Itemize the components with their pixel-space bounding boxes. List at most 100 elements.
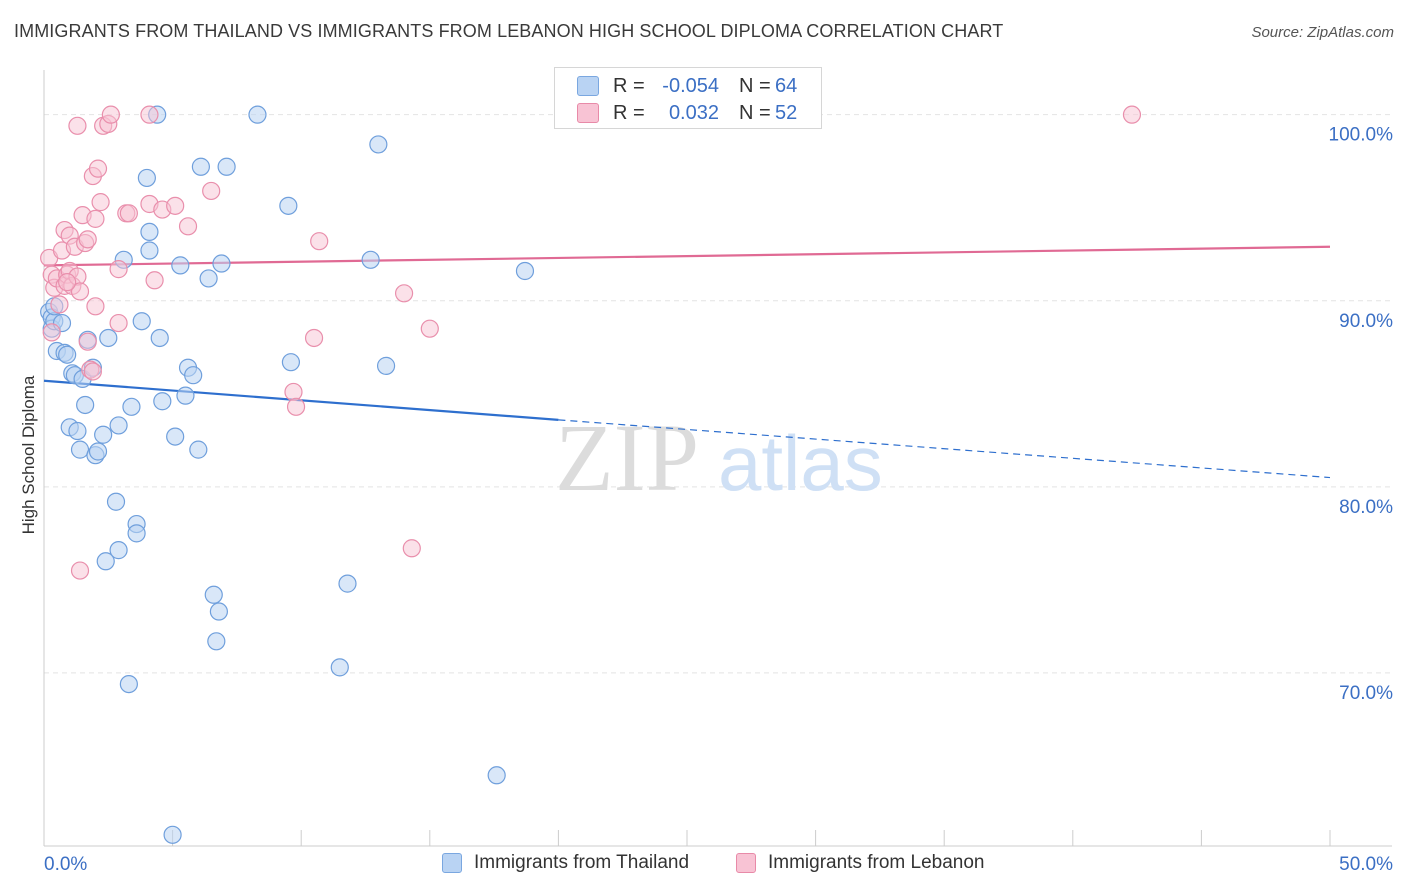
point-thailand [137, 168, 156, 188]
point-thailand [189, 440, 208, 459]
point-lebanon [42, 323, 61, 342]
point-thailand [94, 425, 113, 444]
point-lebanon [101, 105, 120, 124]
point-thailand [207, 632, 226, 651]
x-tick-label: 50.0% [1339, 854, 1393, 875]
point-thailand [99, 328, 118, 348]
point-thailand [376, 356, 396, 375]
point-lebanon [166, 196, 185, 215]
legend-item-lebanon[interactable]: Immigrants from Lebanon [736, 852, 985, 874]
point-lebanon [58, 273, 77, 292]
point-thailand [487, 766, 506, 785]
point-thailand [171, 256, 190, 275]
point-lebanon [394, 284, 414, 303]
point-thailand [166, 427, 185, 446]
point-thailand [119, 675, 138, 694]
y-tick-label: 90.0% [1339, 311, 1393, 332]
n-label: N = [739, 74, 771, 97]
point-lebanon [310, 232, 329, 251]
n-value: 64 [775, 74, 798, 97]
chart-title: IMMIGRANTS FROM THAILAND VS IMMIGRANTS F… [14, 21, 1004, 41]
point-thailand [140, 222, 159, 241]
point-thailand [163, 825, 182, 844]
point-lebanon [83, 362, 102, 381]
y-tick-label: 80.0% [1339, 497, 1393, 518]
point-thailand [96, 552, 115, 571]
point-lebanon [86, 209, 105, 228]
n-value: 52 [775, 101, 798, 124]
stats-legend: R = -0.054 N = 64 R = 0.032 N = 52 [554, 67, 822, 129]
point-thailand [212, 254, 231, 273]
point-lebanon [178, 217, 198, 236]
point-thailand [369, 135, 388, 154]
point-lebanon [109, 260, 128, 279]
point-lebanon [284, 382, 303, 402]
lebanon-swatch [577, 103, 599, 123]
point-thailand [140, 241, 159, 260]
legend-label-lebanon: Immigrants from Lebanon [768, 852, 985, 873]
point-lebanon [78, 230, 97, 249]
point-thailand [330, 658, 349, 677]
point-thailand [176, 386, 195, 405]
point-thailand [515, 261, 535, 281]
legend-label-thailand: Immigrants from Thailand [474, 852, 690, 873]
point-lebanon [70, 282, 90, 301]
point-lebanon [420, 319, 439, 338]
point-lebanon [304, 328, 324, 348]
point-thailand [217, 157, 236, 176]
point-thailand [109, 541, 128, 560]
point-thailand [199, 269, 218, 288]
tick-labels: 100.0% 90.0% 80.0% 70.0% 0.0% 50.0% [44, 125, 1393, 875]
y-tick-label: 70.0% [1339, 683, 1393, 704]
point-thailand [58, 345, 77, 364]
point-thailand [153, 392, 172, 411]
point-lebanon [145, 271, 164, 290]
point-lebanon [1122, 105, 1142, 124]
point-thailand [279, 196, 298, 215]
point-lebanon [402, 539, 421, 558]
r-value: -0.054 [662, 74, 719, 97]
axes [43, 70, 1392, 847]
point-lebanon [50, 295, 69, 314]
n-label: N = [739, 101, 771, 124]
trend-line-lebanon [43, 245, 1331, 267]
point-thailand [68, 421, 87, 441]
y-axis-label: High School Diploma [19, 375, 38, 534]
legend-item-thailand[interactable]: Immigrants from Thailand [442, 852, 689, 874]
point-thailand [109, 416, 128, 435]
series-thailand-points [40, 105, 535, 844]
point-thailand [127, 524, 146, 543]
trend-line-thailand-extrapolated [558, 419, 1331, 479]
legend-row-lebanon: R = 0.032 N = 52 [577, 101, 797, 125]
point-lebanon [78, 332, 97, 351]
point-thailand [88, 442, 108, 461]
point-thailand [70, 440, 90, 459]
point-thailand [338, 574, 357, 593]
source-label: Source: ZipAtlas.com [1251, 24, 1394, 41]
point-lebanon [202, 181, 221, 201]
thailand-swatch [442, 853, 462, 873]
series-legend: Immigrants from Thailand Immigrants from… [0, 852, 1406, 878]
point-thailand [132, 312, 151, 331]
point-thailand [248, 105, 267, 124]
series-lebanon-points [40, 105, 1142, 580]
point-thailand [281, 353, 301, 372]
point-thailand [204, 585, 223, 604]
gridlines [44, 114, 1392, 674]
point-lebanon [91, 193, 110, 212]
point-thailand [106, 492, 126, 511]
point-lebanon [88, 159, 108, 178]
watermark-atlas: atlas [718, 419, 883, 507]
point-thailand [191, 157, 210, 176]
legend-row-thailand: R = -0.054 N = 64 [577, 74, 797, 98]
point-lebanon [119, 204, 138, 223]
point-lebanon [140, 105, 159, 124]
point-lebanon [286, 397, 306, 416]
point-thailand [150, 328, 169, 348]
point-lebanon [70, 561, 90, 580]
r-value: 0.032 [668, 101, 719, 124]
lebanon-swatch [736, 853, 756, 873]
point-thailand [361, 250, 380, 269]
point-thailand [122, 397, 141, 416]
